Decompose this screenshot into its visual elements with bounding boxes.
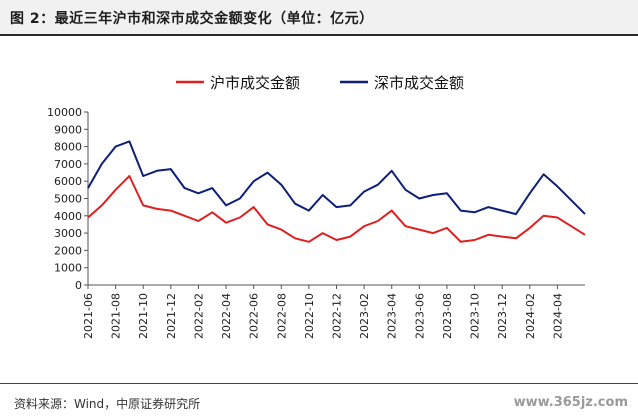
x-tick-label: 2023-04 [386, 293, 399, 339]
y-tick-label: 8000 [54, 141, 82, 154]
y-tick-label: 2000 [54, 244, 82, 257]
x-tick-label: 2021-10 [137, 293, 150, 339]
y-tick-label: 10000 [47, 106, 82, 119]
x-tick-label: 2022-12 [331, 293, 344, 339]
x-tick-label: 2021-06 [82, 293, 95, 339]
source-note: 资料来源：Wind，中原证券研究所 [14, 397, 201, 411]
x-tick-label: 2023-12 [496, 293, 509, 339]
x-tick-label: 2021-12 [165, 293, 178, 339]
chart-axes: 0 1000 2000 3000 4000 5000 6000 7000 8000 9000 100… [47, 106, 585, 339]
y-tick-label: 1000 [54, 262, 82, 275]
x-tick-label: 2022-04 [220, 293, 233, 339]
x-tick-label: 2022-02 [192, 293, 205, 339]
x-tick-label: 2024-02 [524, 293, 537, 339]
x-tick-label: 2022-06 [248, 293, 261, 339]
figure-title: 图 2：最近三年沪市和深市成交金额变化（单位：亿元） [10, 11, 374, 27]
y-tick-label: 5000 [54, 193, 82, 206]
x-tick-label: 2023-02 [358, 293, 371, 339]
chart-series [87, 140, 586, 243]
x-tick-label: 2022-08 [275, 293, 288, 339]
legend-label-sh: 沪市成交金额 [210, 74, 300, 92]
x-tick-label: 2022-10 [303, 293, 316, 339]
y-tick-label: 7000 [54, 158, 82, 171]
chart-legend: 沪市成交金额 深市成交金额 [176, 74, 464, 92]
footer-divider [0, 383, 638, 384]
y-tick-label: 6000 [54, 175, 82, 188]
y-tick-label: 0 [75, 279, 82, 292]
x-tick-label: 2024-04 [551, 293, 564, 339]
x-tick-label: 2023-10 [469, 293, 482, 339]
figure-header: 图 2：最近三年沪市和深市成交金额变化（单位：亿元） [0, 0, 638, 36]
x-tick-label: 2023-06 [413, 293, 426, 339]
watermark: www.365jz.com [513, 395, 628, 410]
y-tick-label: 9000 [54, 123, 82, 136]
y-tick-label: 4000 [54, 210, 82, 223]
x-tick-label: 2023-08 [441, 293, 454, 339]
line-chart: 沪市成交金额 深市成交金额 0 1000 2000 3000 4000 5000 6000 70… [47, 74, 586, 339]
x-tick-label: 2021-08 [110, 293, 123, 339]
series-line-sh [87, 175, 586, 243]
legend-label-sz: 深市成交金额 [374, 74, 464, 92]
series-line-sz [87, 140, 586, 216]
y-tick-label: 3000 [54, 227, 82, 240]
